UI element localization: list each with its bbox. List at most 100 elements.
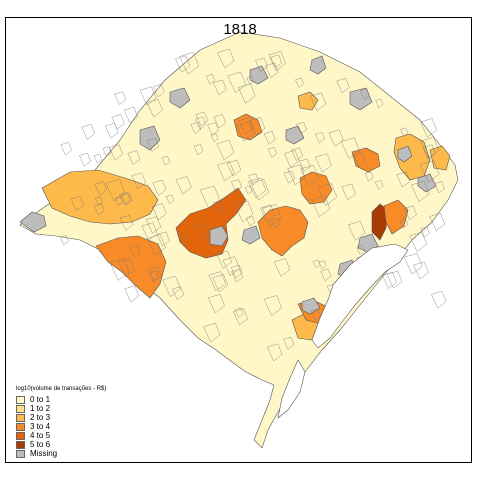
municipality-border <box>205 73 216 85</box>
municipality-border <box>317 183 338 206</box>
municipality-region <box>249 65 269 85</box>
municipality-border <box>216 139 235 161</box>
municipality-border <box>267 146 278 158</box>
municipality-border <box>386 270 403 289</box>
municipality-border <box>237 83 256 104</box>
municipality-region <box>349 87 373 111</box>
municipality-border <box>199 185 220 209</box>
municipality-border <box>175 55 191 73</box>
municipality-border <box>94 181 107 196</box>
municipality-region <box>209 225 229 247</box>
municipality-border <box>374 180 384 190</box>
municipality-border <box>70 196 84 212</box>
municipality-border <box>123 106 138 124</box>
legend-swatch <box>16 413 25 422</box>
municipality-borders <box>60 48 447 362</box>
municipality-border <box>118 258 135 278</box>
municipality-border <box>147 234 166 256</box>
municipality-border <box>340 137 360 160</box>
municipality-border <box>400 127 409 137</box>
municipality-border <box>151 203 167 221</box>
municipality-border <box>295 77 304 88</box>
municipality-border <box>147 266 162 283</box>
legend-label: 2 to 3 <box>30 413 51 422</box>
municipality-border <box>311 195 331 218</box>
municipality-region <box>95 235 167 299</box>
municipality-border <box>196 222 210 238</box>
municipality-border <box>310 92 327 111</box>
municipality-border <box>320 268 332 282</box>
municipality-border <box>270 54 283 68</box>
municipality-region <box>233 113 263 141</box>
municipality-border <box>146 99 163 118</box>
municipality-border <box>315 132 325 144</box>
municipality-border <box>109 258 130 281</box>
legend-label: 5 to 6 <box>30 440 51 449</box>
municipality-region <box>297 91 319 111</box>
municipality-border <box>213 79 227 96</box>
municipality-region <box>301 297 321 315</box>
municipality-border <box>431 290 447 309</box>
municipality-border <box>81 123 96 140</box>
municipality-border <box>208 294 225 314</box>
municipality-border <box>94 196 103 206</box>
municipality-region <box>241 225 261 245</box>
municipality-border <box>360 88 370 100</box>
municipality-border <box>105 178 126 202</box>
municipality-border <box>231 269 244 283</box>
municipality-border <box>172 286 184 300</box>
municipality-border <box>312 259 321 269</box>
municipality-border <box>234 307 244 318</box>
municipality-border <box>230 179 242 192</box>
municipality-border <box>341 183 357 201</box>
municipality-border <box>273 258 291 277</box>
municipality-border <box>296 122 307 135</box>
municipality-border <box>268 51 286 72</box>
municipality-border <box>244 185 253 195</box>
municipality-border <box>208 271 226 292</box>
municipality-border <box>299 158 311 172</box>
legend-swatch <box>16 449 25 458</box>
municipality-border <box>194 116 207 130</box>
legend-label: 1 to 2 <box>30 404 51 413</box>
municipality-border <box>127 150 141 165</box>
municipality-border <box>111 114 125 130</box>
municipality-border <box>124 285 140 303</box>
municipality-border <box>79 152 91 167</box>
municipality-border <box>149 270 159 282</box>
municipality-border <box>284 150 300 168</box>
municipality-border <box>265 62 279 79</box>
municipality-border <box>60 142 72 156</box>
municipality-region <box>371 203 389 241</box>
legend-item: 2 to 3 <box>16 413 106 422</box>
municipality-border <box>102 146 112 157</box>
municipality-border <box>411 180 430 202</box>
municipality-border <box>121 193 133 206</box>
municipality-border <box>353 152 366 167</box>
legend-item: 4 to 5 <box>16 431 106 440</box>
municipality-border <box>238 117 254 135</box>
municipality-border <box>246 76 254 85</box>
municipality-border <box>356 245 366 255</box>
municipality-border <box>246 216 256 227</box>
map-title: 1818 <box>223 21 257 38</box>
municipality-border <box>236 121 254 142</box>
legend-swatch <box>16 422 25 431</box>
municipality-border <box>375 98 384 108</box>
municipality-region <box>309 55 327 75</box>
municipality-border <box>429 212 446 231</box>
municipality-border <box>409 231 427 252</box>
municipality-border <box>104 123 119 139</box>
municipality-border <box>226 159 242 177</box>
municipality-border <box>404 205 417 221</box>
municipality-border <box>396 171 411 188</box>
municipality-border <box>364 171 374 182</box>
legend-label: 0 to 1 <box>30 395 51 404</box>
municipality-border <box>266 343 283 362</box>
municipality-border <box>93 153 103 164</box>
municipality-border <box>193 144 204 155</box>
legend-item: 3 to 4 <box>16 422 106 431</box>
municipality-region <box>257 205 309 257</box>
